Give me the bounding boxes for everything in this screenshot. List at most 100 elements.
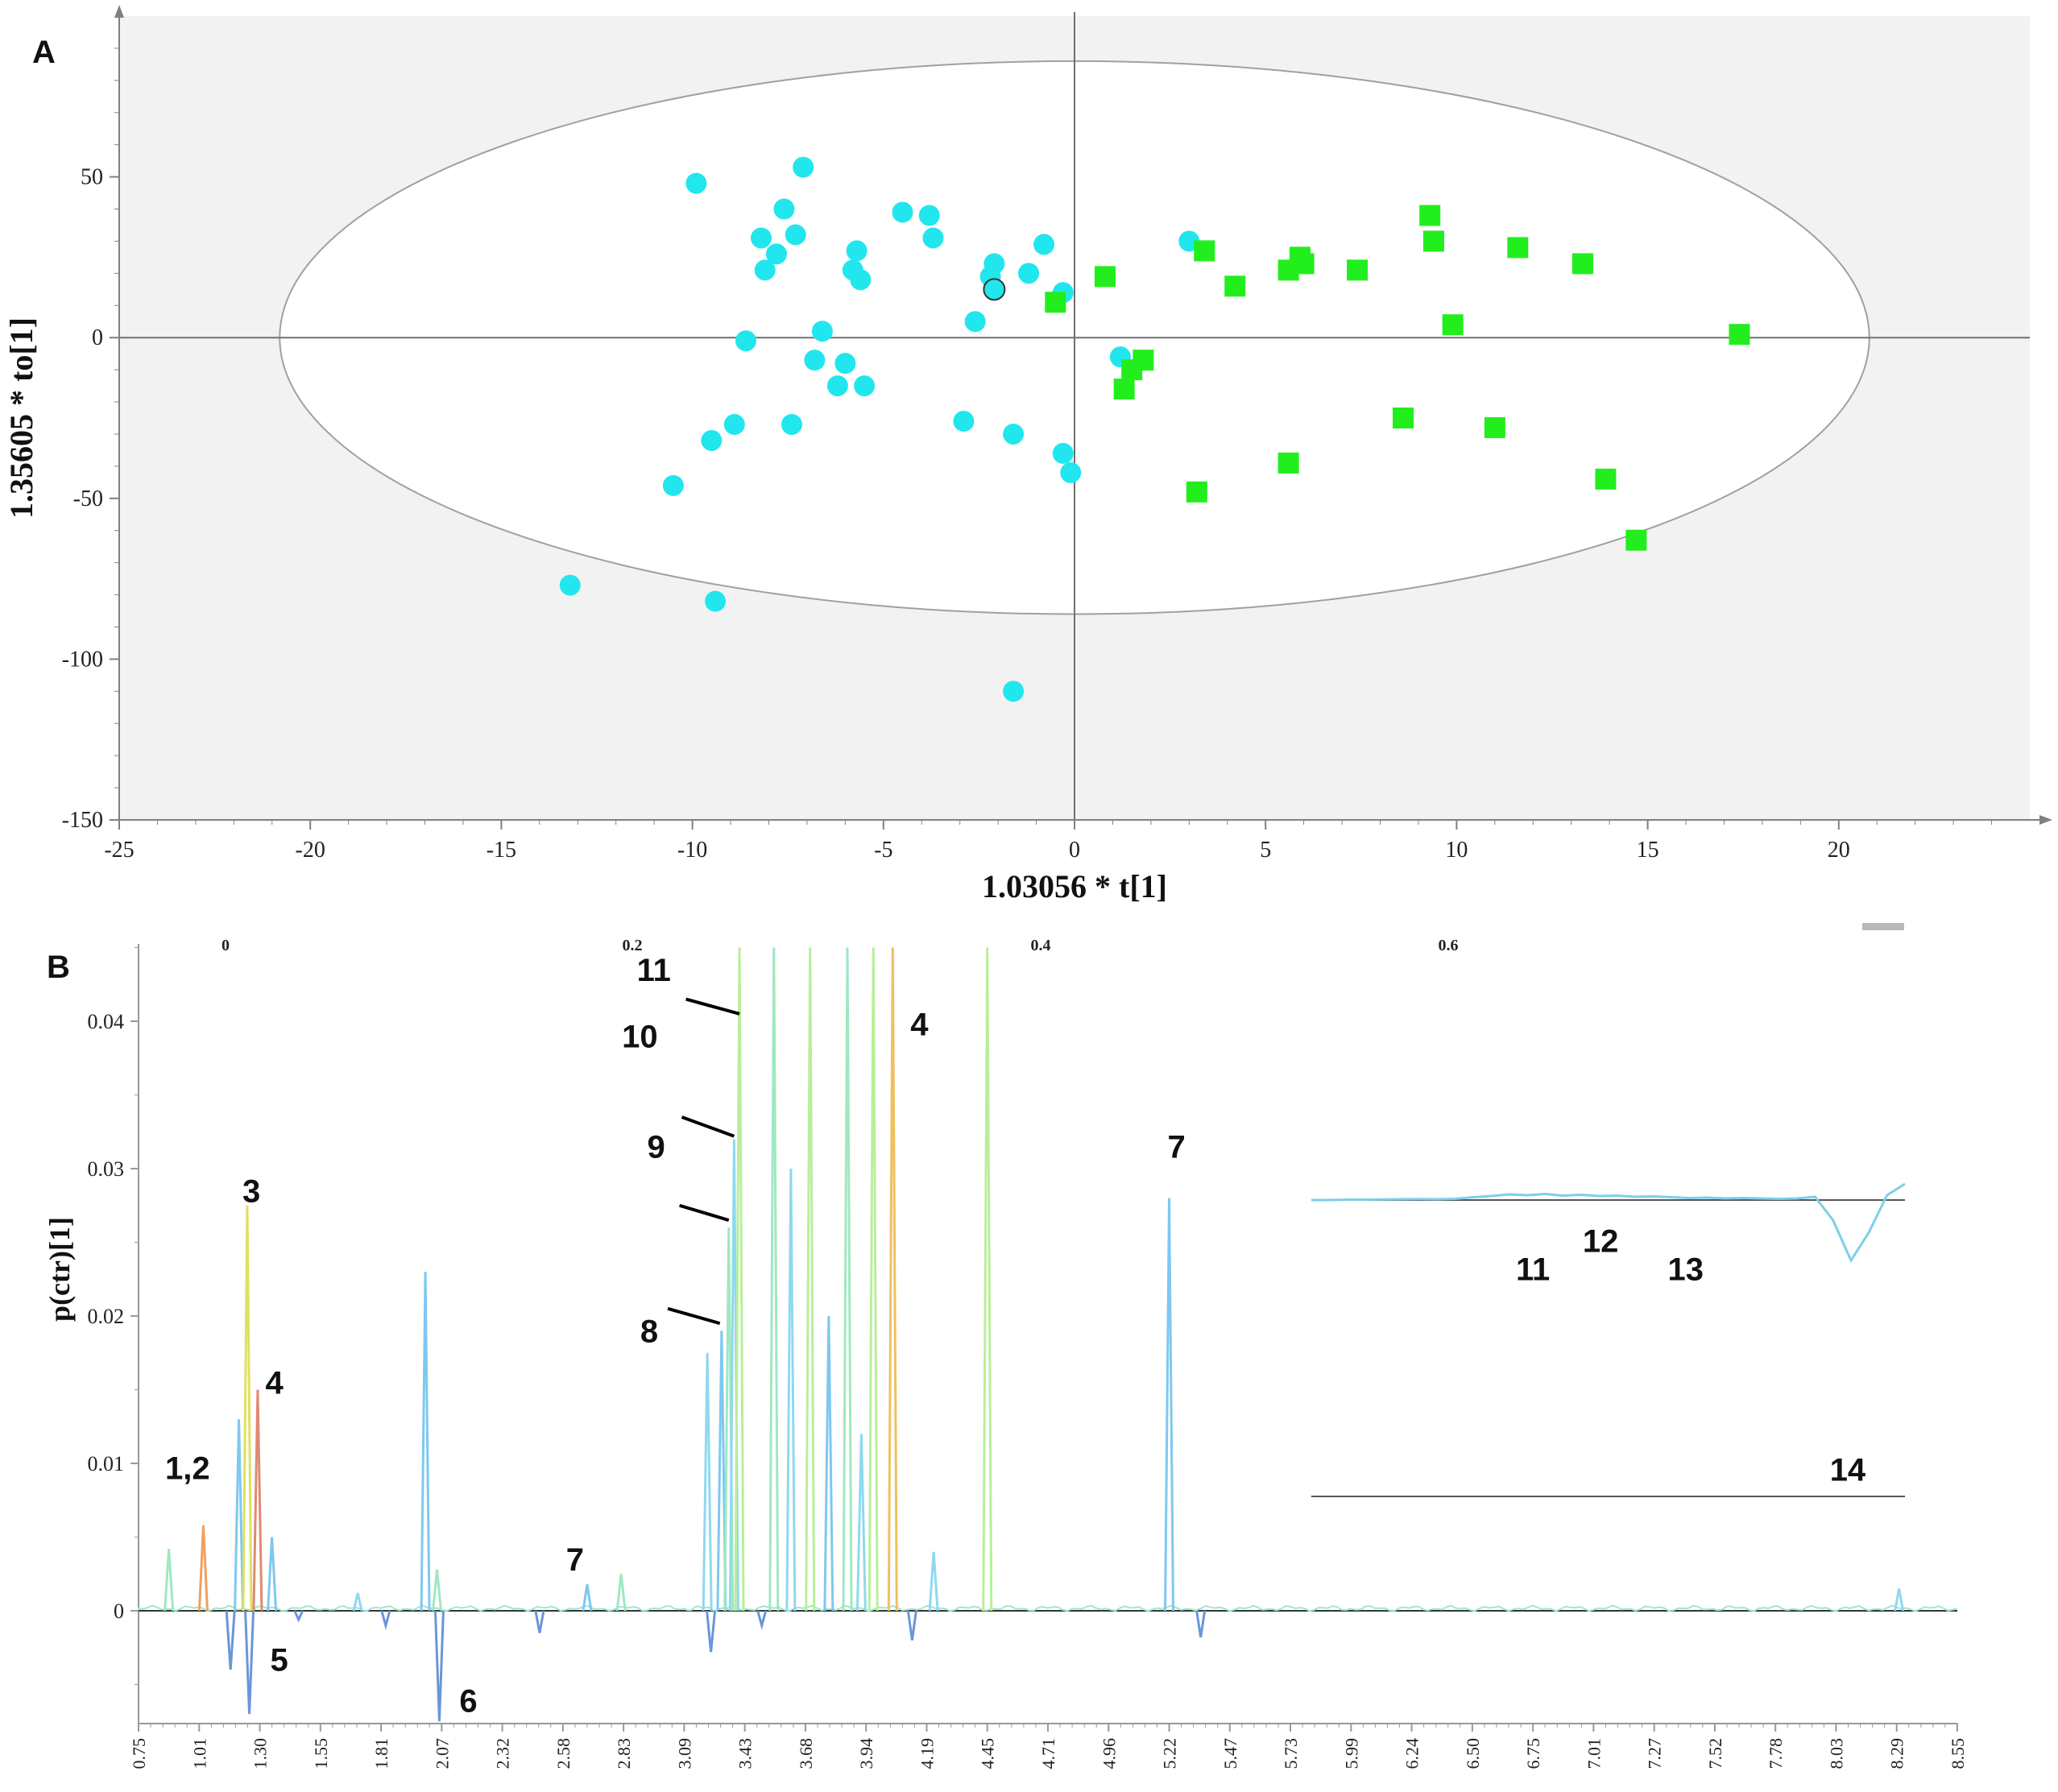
data-point-circle (804, 350, 826, 371)
data-point-circle (918, 205, 940, 226)
y-tick-label: -150 (62, 808, 103, 833)
data-point-square (1484, 416, 1505, 438)
data-point-circle (1052, 442, 1074, 464)
x-tick-label: 5.73 (1281, 1738, 1301, 1769)
data-point-square (1507, 237, 1529, 259)
x-tick-label: 7.78 (1766, 1738, 1786, 1769)
x-tick-label: 1.81 (371, 1738, 391, 1769)
x-tick-label: 5 (1260, 838, 1271, 863)
x-tick-label: 1.30 (251, 1738, 271, 1769)
spectrum-peak (805, 947, 816, 1612)
spectrum-peak (244, 1610, 255, 1715)
x-tick-label: 5.22 (1160, 1738, 1180, 1769)
spectrum-peak (702, 1352, 713, 1612)
annotation-leader-line (679, 1203, 730, 1222)
data-point-square (1094, 266, 1116, 288)
y-axis-title: 1.35605 * to[1] (3, 317, 39, 519)
data-point-circle (1018, 263, 1040, 284)
data-point-circle (834, 353, 856, 375)
data-point-circle (701, 429, 723, 451)
data-point-circle (846, 240, 868, 262)
data-point-circle (922, 227, 944, 249)
spectrum-peak (982, 947, 993, 1612)
color-scale-label: 0 (222, 937, 230, 954)
peak-annotation: 7 (1167, 1130, 1185, 1165)
spectrum-peak (1894, 1588, 1905, 1612)
x-tick-label: 2.83 (614, 1738, 634, 1769)
data-point-square (1224, 275, 1246, 297)
annotation-leader-line (681, 1115, 735, 1138)
x-tick-label: 2.32 (493, 1738, 513, 1769)
peak-annotation: 11 (637, 953, 671, 988)
y-tick-label: -100 (62, 647, 103, 672)
spectrum-peak (887, 947, 898, 1612)
color-scale-label: 0.6 (1439, 937, 1459, 954)
y-tick-label: 50 (81, 165, 103, 190)
data-point-circle (811, 321, 833, 342)
data-point-square (1113, 379, 1135, 400)
data-point-circle (750, 227, 772, 249)
y-axis-arrow (114, 5, 124, 18)
spectrum-peak (234, 1419, 245, 1612)
x-tick-label: 4.45 (978, 1738, 998, 1769)
data-point-square (1121, 359, 1143, 381)
x-tick-label: 2.07 (432, 1738, 452, 1769)
highlighted-point (983, 278, 1006, 301)
data-point-square (1419, 205, 1441, 226)
loadings-plot-panel: 0 0.01 0.02 0.03 0.04 0.75 1.01 1.30 1.55 1.81 2.0… (43, 923, 1968, 1769)
spectrum-peak (768, 947, 780, 1612)
y-tick-label: 0 (114, 1600, 124, 1623)
score-plot-panel: -25 -20 -15 -10 -5 0 5 10 15 20-150-100-500501.03… (3, 5, 2052, 904)
y-axis-title: p(ctr)[1] (43, 1217, 76, 1322)
data-point-circle (754, 259, 776, 281)
data-point-square (1194, 240, 1215, 262)
data-point-circle (953, 410, 975, 432)
data-point-circle (723, 413, 745, 435)
peak-annotation: 8 (640, 1314, 658, 1349)
y-tick-label: 0 (92, 325, 103, 350)
data-point-square (1277, 452, 1299, 474)
spectrum-peak (906, 1610, 917, 1641)
spectrum-peak (868, 947, 879, 1612)
x-axis-title: 1.03056 * t[1] (982, 868, 1167, 904)
x-tick-label: 5.99 (1341, 1738, 1361, 1769)
data-point-square (1571, 253, 1593, 275)
x-tick-label: 20 (1828, 838, 1850, 863)
color-scale-bar (1862, 923, 1904, 930)
spectrum-peak (615, 1574, 627, 1612)
x-tick-label: 6.75 (1523, 1738, 1543, 1769)
x-tick-label: 3.68 (796, 1738, 816, 1769)
data-point-circle (785, 224, 806, 246)
x-tick-label: 3.09 (674, 1738, 694, 1769)
peak-annotation: 6 (459, 1684, 477, 1720)
data-point-circle (1060, 461, 1082, 483)
annotation-leader-line (685, 997, 740, 1016)
color-scale-label: 0.4 (1031, 937, 1051, 954)
peak-annotation: 14 (1830, 1452, 1866, 1488)
x-tick-label: 4.96 (1099, 1738, 1119, 1769)
y-tick-label: 0.04 (88, 1010, 125, 1033)
spectrum-peak (706, 1610, 717, 1653)
spectrum-peak (756, 1610, 768, 1630)
data-point-circle (559, 574, 581, 596)
data-point-square (1442, 314, 1464, 336)
x-tick-label: 0.75 (129, 1738, 149, 1769)
x-tick-label: -25 (104, 838, 134, 863)
data-point-square (1392, 408, 1414, 428)
x-tick-label: 6.24 (1402, 1738, 1422, 1769)
data-point-circle (1003, 423, 1025, 445)
x-tick-label: 4.71 (1038, 1738, 1058, 1769)
spectrum-peak (197, 1525, 209, 1612)
peak-annotation: 11 (1516, 1252, 1550, 1287)
spectrum-peak (242, 1205, 253, 1612)
y-tick-label: 0.01 (88, 1452, 125, 1475)
peak-annotation: 1,2 (165, 1451, 210, 1486)
data-point-square (1625, 529, 1647, 551)
spectrum-peak (1164, 1198, 1175, 1612)
peak-annotation: 10 (622, 1019, 658, 1054)
panel-label: B (47, 950, 70, 985)
data-point-circle (1003, 681, 1025, 702)
x-tick-label: 7.27 (1645, 1738, 1665, 1769)
peak-annotation: 7 (566, 1542, 584, 1578)
spectrum-peak (252, 1389, 263, 1612)
